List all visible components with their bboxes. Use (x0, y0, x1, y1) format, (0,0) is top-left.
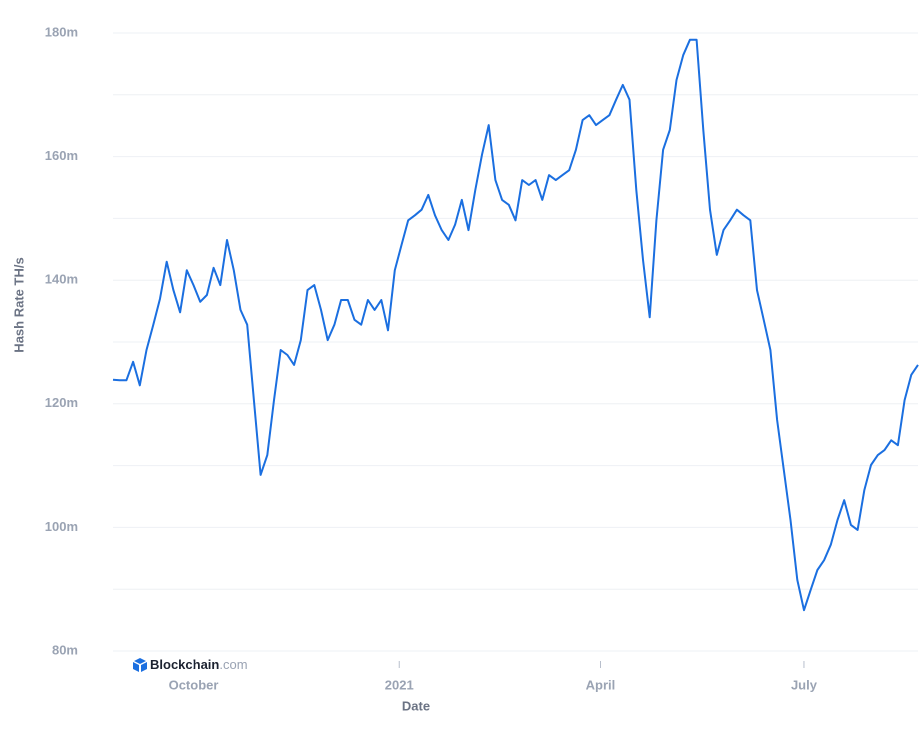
y-tick-label: 80m (52, 642, 78, 657)
x-tick-label: October (169, 677, 219, 692)
watermark-text: Blockchain.com (150, 657, 248, 672)
y-axis-title: Hash Rate TH/s (11, 257, 26, 352)
brand: Blockchain (150, 657, 219, 672)
y-tick-label: 160m (45, 148, 78, 163)
x-tick-label: April (586, 677, 616, 692)
y-tick-label: 120m (45, 395, 78, 410)
y-tick-label: 180m (45, 24, 78, 39)
y-tick-label: 140m (45, 272, 78, 287)
brand-suffix: .com (219, 657, 247, 672)
line-series (112, 38, 919, 612)
x-axis-title: Date (402, 698, 430, 713)
logo-icon (133, 658, 147, 672)
x-tick-label: 2021 (385, 677, 414, 692)
x-tick-label: July (791, 677, 818, 692)
y-tick-label: 100m (45, 519, 78, 534)
watermark: Blockchain.com (133, 657, 248, 672)
